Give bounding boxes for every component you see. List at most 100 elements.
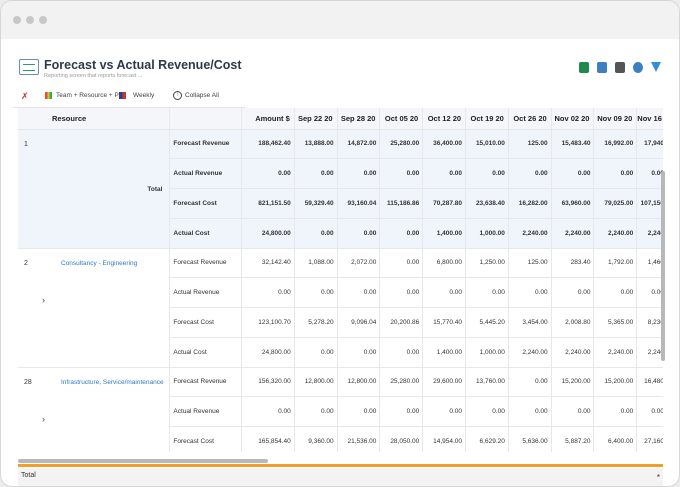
value-cell: 115,186.86 (379, 188, 424, 219)
value-cell: 0.00 (422, 158, 467, 189)
table-row: Forecast Cost 123,100.70 5,278.20 9,096.04 2… (18, 307, 663, 338)
value-cell: 0.00 (508, 396, 552, 428)
metric-label: Actual Cost (169, 337, 242, 368)
window-dot-1[interactable] (13, 16, 21, 24)
tools-icon[interactable]: ✗ (21, 91, 29, 101)
value-cell: 2,240.00 (593, 337, 638, 368)
value-cell: 2,240 (636, 337, 663, 368)
collapse-all-button[interactable]: Collapse All (185, 92, 219, 99)
vertical-scrollbar[interactable] (661, 171, 665, 361)
col-date[interactable]: Nov 09 20 (593, 108, 638, 130)
resource-number: 28 (24, 378, 32, 386)
value-cell: 15,200.00 (551, 367, 595, 398)
value-cell: 79,025.00 (593, 188, 638, 219)
resource-name-link[interactable]: Consultancy - Engineering (61, 259, 138, 267)
document-export-icon[interactable] (597, 62, 607, 73)
value-cell: 25,280.00 (379, 367, 424, 398)
value-cell: 9,360.00 (294, 426, 338, 452)
value-cell: 23,638.40 (465, 188, 509, 219)
table-row: 28 Infrastructure, Service/maintenance › Fo… (18, 367, 663, 452)
value-cell: 21,536.00 (337, 426, 381, 452)
value-cell: 0.00 (337, 158, 381, 189)
amount-cell: 0.00 (241, 277, 295, 308)
value-cell: 0.00 (593, 277, 638, 308)
value-cell: 8,230 (636, 307, 663, 338)
value-cell: 0.00 (337, 396, 381, 428)
value-cell: 9,096.04 (337, 307, 381, 338)
metric-label: Forecast Cost (169, 307, 242, 338)
value-cell: 0.00 (422, 396, 467, 428)
col-date[interactable]: Sep 22 20 (294, 108, 338, 130)
report-logo-icon (19, 59, 39, 75)
col-date[interactable]: Sep 28 20 (337, 108, 381, 130)
value-cell: 0.00 (379, 277, 424, 308)
value-cell: 1,460 (636, 248, 663, 279)
table-row: Actual Revenue 0.00 0.00 0.00 0.00 0.00 0.00 0.… (18, 396, 663, 428)
window-dot-2[interactable] (26, 16, 34, 24)
excel-export-icon[interactable] (579, 62, 589, 73)
value-cell: 1,792.00 (593, 248, 638, 279)
value-cell: 2,240.00 (551, 337, 595, 368)
amount-cell: 0.00 (241, 158, 295, 189)
col-amount[interactable]: Amount $ (241, 108, 295, 130)
value-cell: 5,278.20 (294, 307, 338, 338)
value-cell: 1,250.00 (465, 248, 509, 279)
value-cell: 15,200.00 (593, 367, 638, 398)
value-cell: 0.00 (465, 277, 509, 308)
col-date[interactable]: Oct 26 20 (508, 108, 552, 130)
collapse-icon[interactable]: ↑ (173, 91, 182, 100)
resource-name-link[interactable]: Infrastructure, Service/maintenance (61, 378, 164, 386)
col-date[interactable]: Oct 19 20 (465, 108, 509, 130)
total-separator (18, 464, 663, 467)
value-cell: 283.40 (551, 248, 595, 279)
print-icon[interactable] (615, 62, 625, 73)
report-grid: Resource Amount $ Sep 22 20 Sep 28 20 Oct … (18, 108, 663, 452)
value-cell: 0.00 (636, 396, 663, 428)
value-cell: 6,800.00 (422, 248, 467, 279)
total-footer-marker: * (656, 473, 660, 482)
metric-label: Forecast Revenue (169, 248, 242, 279)
grouping-icon (45, 92, 52, 99)
value-cell: 1,400.00 (422, 337, 467, 368)
value-cell: 93,160.04 (337, 188, 381, 219)
value-cell: 16,480 (636, 367, 663, 398)
col-date[interactable]: Nov 16 2 (636, 108, 663, 130)
col-date[interactable]: Oct 12 20 (422, 108, 467, 130)
value-cell: 5,887.20 (551, 426, 595, 452)
resource-cell: 1 Total (18, 129, 171, 249)
value-cell: 0.00 (465, 396, 509, 428)
value-cell: 5,636.00 (508, 426, 552, 452)
metric-label: Actual Revenue (169, 277, 242, 308)
value-cell: 125.00 (508, 248, 552, 279)
expand-chevron-icon[interactable]: › (42, 294, 45, 305)
col-resource[interactable]: Resource (18, 108, 171, 130)
metric-label: Actual Cost (169, 218, 242, 249)
value-cell: 2,072.00 (337, 248, 381, 279)
total-footer: Total * (18, 468, 663, 486)
value-cell: 16,992.00 (593, 129, 638, 160)
refresh-icon[interactable] (633, 62, 643, 73)
col-date[interactable]: Nov 02 20 (551, 108, 595, 130)
value-cell: 0.00 (593, 396, 638, 428)
expand-chevron-icon[interactable]: › (42, 413, 45, 424)
horizontal-scrollbar[interactable] (18, 459, 268, 463)
window-dot-3[interactable] (39, 16, 47, 24)
total-footer-label: Total (21, 472, 36, 479)
period-selector[interactable]: Weekly (133, 92, 155, 99)
header-actions (579, 62, 661, 73)
amount-cell: 188,462.40 (241, 129, 295, 160)
amount-cell: 123,100.70 (241, 307, 295, 338)
period-icon (119, 92, 126, 99)
col-date[interactable]: Oct 05 20 (379, 108, 424, 130)
value-cell: 0.00 (294, 396, 338, 428)
value-cell: 0.00 (294, 337, 338, 368)
value-cell: 20,200.86 (379, 307, 424, 338)
grouping-selector[interactable]: Team + Resource + P (56, 92, 119, 99)
table-row: 2 Consultancy - Engineering › Forecast Reve… (18, 248, 663, 368)
value-cell: 0.00 (593, 158, 638, 189)
filter-icon[interactable] (651, 62, 661, 73)
amount-cell: 156,320.00 (241, 367, 295, 398)
report-app: Forecast vs Actual Revenue/Cost Reportin… (13, 51, 669, 486)
value-cell: 6,400.00 (593, 426, 638, 452)
